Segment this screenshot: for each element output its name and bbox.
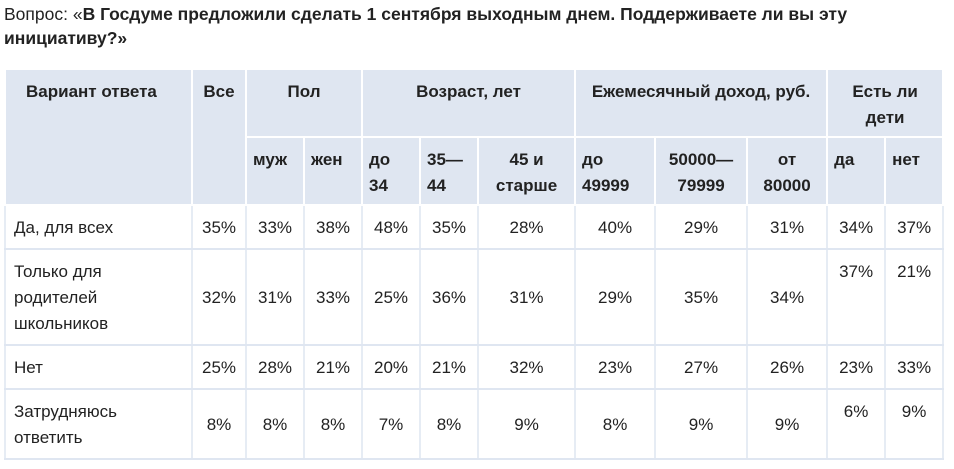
cell-age-35-44: 36% <box>419 249 480 346</box>
header-female: жен <box>302 136 364 206</box>
cell-income-mid: 9% <box>654 389 749 460</box>
row-label: Да, для всех <box>4 205 193 250</box>
cell-all: 32% <box>191 249 247 346</box>
cell-kids-no: 9% <box>884 389 945 460</box>
cell-male: 31% <box>245 249 305 346</box>
row-label: Нет <box>4 345 193 390</box>
poll-question: Вопрос: «В Госдуме предложили сделать 1 … <box>4 2 950 50</box>
table-row: Только для родителей школьников 32% 31% … <box>4 249 945 346</box>
cell-all: 8% <box>191 389 247 460</box>
poll-results-table: Вариант ответа Все Пол Возраст, лет Ежем… <box>4 68 945 460</box>
cell-income-low: 40% <box>574 205 657 250</box>
cell-male: 8% <box>245 389 305 460</box>
header-age: Возраст, лет <box>361 68 577 138</box>
cell-age-under-34: 20% <box>361 345 422 390</box>
cell-income-low: 8% <box>574 389 657 460</box>
header-income-mid: 50000— 79999 <box>654 136 749 206</box>
header-male: муж <box>245 136 305 206</box>
header-kids-yes: да <box>826 136 887 206</box>
cell-income-high: 9% <box>746 389 829 460</box>
row-label: Только для родителей школьников <box>4 249 193 346</box>
cell-female: 8% <box>302 389 364 460</box>
question-prefix: Вопрос: « <box>4 4 83 24</box>
header-children: Есть ли дети <box>826 68 945 138</box>
cell-female: 38% <box>302 205 364 250</box>
header-row-subgroups: муж жен до 34 35— 44 45 и старше до 4999… <box>5 136 945 206</box>
cell-kids-yes: 23% <box>826 345 887 390</box>
table-row: Нет 25% 28% 21% 20% 21% 32% 23% 27% 26% … <box>4 345 945 390</box>
table-row: Затрудняюсь ответить 8% 8% 8% 7% 8% 9% 8… <box>4 389 945 460</box>
cell-income-high: 26% <box>746 345 829 390</box>
question-text: В Госдуме предложили сделать 1 сентября … <box>4 4 848 48</box>
table-row: Да, для всех 35% 33% 38% 48% 35% 28% 40%… <box>4 205 945 250</box>
cell-age-35-44: 21% <box>419 345 480 390</box>
cell-male: 28% <box>245 345 305 390</box>
cell-kids-no: 33% <box>884 345 945 390</box>
cell-kids-yes: 34% <box>826 205 887 250</box>
cell-age-35-44: 8% <box>419 389 480 460</box>
cell-age-under-34: 48% <box>361 205 422 250</box>
cell-kids-yes: 37% <box>826 249 887 346</box>
cell-kids-no: 37% <box>884 205 945 250</box>
cell-income-low: 23% <box>574 345 657 390</box>
cell-income-low: 29% <box>574 249 657 346</box>
row-label: Затрудняюсь ответить <box>4 389 193 460</box>
header-gender: Пол <box>244 68 364 138</box>
header-kids-no: нет <box>884 136 945 206</box>
cell-kids-no: 21% <box>884 249 945 346</box>
cell-female: 33% <box>302 249 364 346</box>
cell-income-mid: 35% <box>654 249 749 346</box>
cell-age-45-plus: 31% <box>477 249 577 346</box>
cell-age-45-plus: 28% <box>477 205 577 250</box>
cell-age-35-44: 35% <box>419 205 480 250</box>
cell-income-high: 34% <box>746 249 829 346</box>
header-age-35-44: 35— 44 <box>419 136 480 206</box>
header-age-under-34: до 34 <box>361 136 422 206</box>
header-answer-option: Вариант ответа <box>4 68 193 206</box>
header-all: Все <box>191 68 247 206</box>
cell-income-high: 31% <box>746 205 829 250</box>
cell-all: 25% <box>191 345 247 390</box>
cell-age-under-34: 7% <box>361 389 422 460</box>
header-income-low: до 49999 <box>574 136 657 206</box>
cell-age-45-plus: 9% <box>477 389 577 460</box>
cell-age-45-plus: 32% <box>477 345 577 390</box>
header-age-45-plus: 45 и старше <box>477 136 577 206</box>
header-income: Ежемесячный доход, руб. <box>574 68 829 138</box>
cell-income-mid: 29% <box>654 205 749 250</box>
cell-all: 35% <box>191 205 247 250</box>
cell-kids-yes: 6% <box>826 389 887 460</box>
cell-age-under-34: 25% <box>361 249 422 346</box>
header-income-high: от 80000 <box>746 136 829 206</box>
cell-female: 21% <box>302 345 364 390</box>
cell-male: 33% <box>245 205 305 250</box>
cell-income-mid: 27% <box>654 345 749 390</box>
header-row-groups: Вариант ответа Все Пол Возраст, лет Ежем… <box>4 68 945 206</box>
